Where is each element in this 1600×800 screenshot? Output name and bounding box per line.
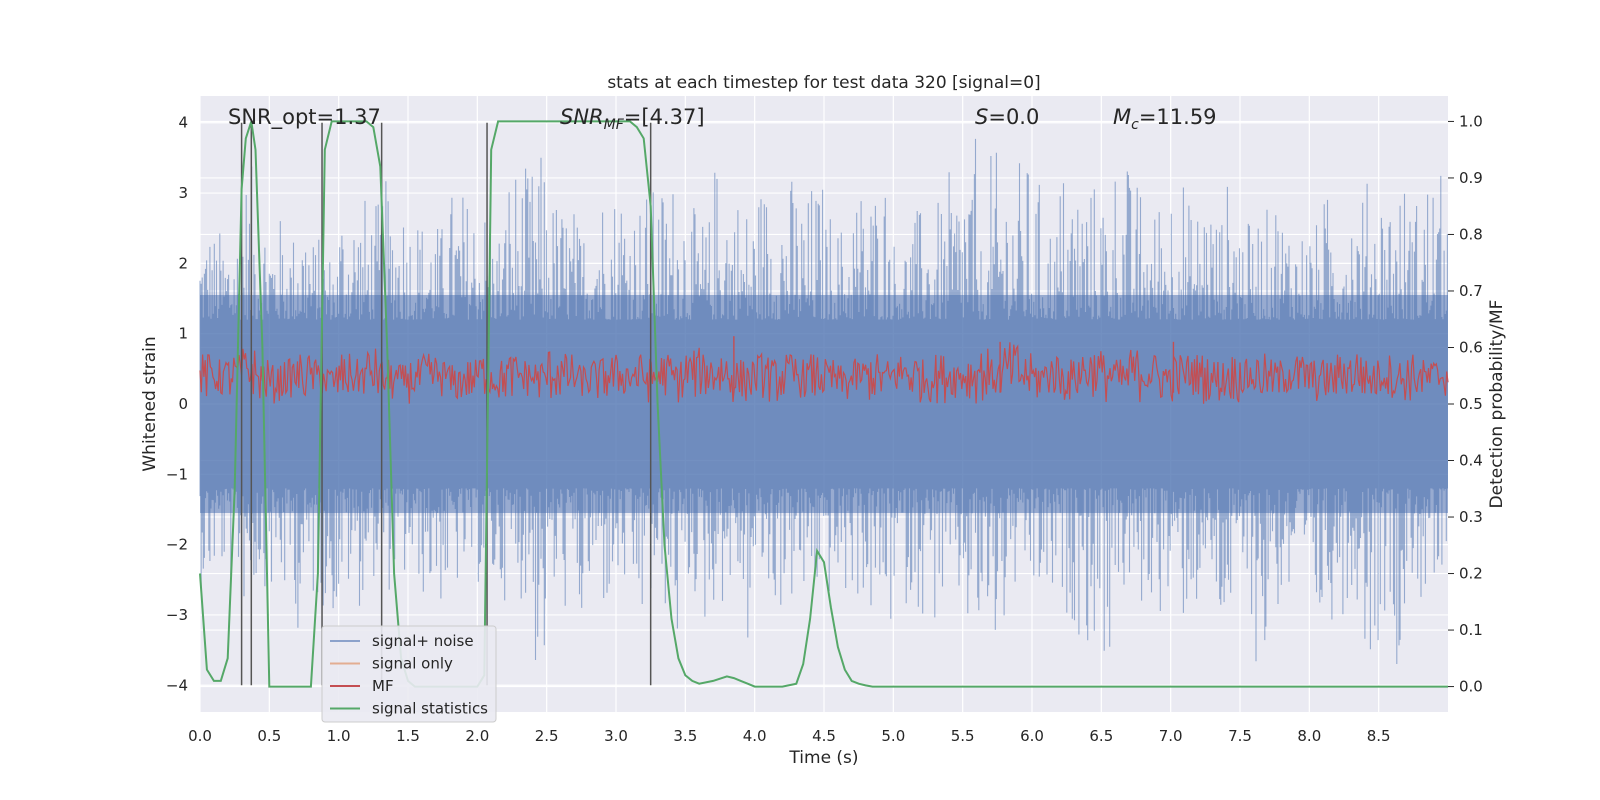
signal-statistics-line — [199, 120, 1448, 688]
x-tick-label: 6.5 — [1089, 727, 1113, 745]
y-tick-label: 0 — [178, 395, 188, 413]
signal-statistics-series — [199, 120, 1448, 688]
x-tick-label: 6.0 — [1020, 727, 1044, 745]
legend: signal+ noise signal only MF signal statist… — [321, 625, 497, 723]
y-tick-label: −2 — [166, 536, 188, 554]
y2-tick-label: 0.8 — [1459, 225, 1483, 243]
x-tick-label: 4.0 — [743, 727, 767, 745]
y2-tick-label: 0.1 — [1459, 621, 1483, 639]
y2-tick-label: 0.7 — [1459, 282, 1483, 300]
y2-tick-label: 0.5 — [1459, 395, 1483, 413]
chart-title: stats at each timestep for test data 320… — [607, 73, 1040, 93]
x-tick-label: 0.5 — [257, 727, 281, 745]
x-tick-label: 1.0 — [327, 727, 351, 745]
y2-tick-label: 1.0 — [1459, 112, 1483, 130]
annotation-snr-mf: SNRMF=[4.37] — [560, 105, 705, 133]
y-tick-label: 2 — [178, 254, 188, 272]
y2-tick-label: 0.6 — [1459, 338, 1483, 356]
legend-label: signal+ noise — [372, 632, 474, 650]
y2-axis-label: Detection probability/MF — [1487, 300, 1507, 509]
x-tick-label: 8.5 — [1367, 727, 1391, 745]
x-tick-label: 7.5 — [1228, 727, 1252, 745]
x-tick-labels: 0.0 0.5 1.0 1.5 2.0 2.5 3.0 3.5 4.0 4.5 5.0 5.5 6.0 6… — [188, 727, 1391, 745]
x-tick-label: 2.0 — [465, 727, 489, 745]
x-axis-label: Time (s) — [788, 748, 858, 768]
y-tick-label: −4 — [166, 676, 188, 694]
x-tick-label: 5.5 — [951, 727, 975, 745]
x-tick-label: 2.5 — [535, 727, 559, 745]
legend-box — [321, 625, 497, 723]
legend-label: signal only — [372, 655, 453, 673]
annotation-s: S=0.0 — [975, 105, 1039, 129]
y2-tick-label: 0.4 — [1459, 452, 1483, 470]
noise-series — [199, 138, 1448, 664]
legend-label: MF — [372, 677, 394, 695]
y-tick-label: 4 — [178, 114, 188, 132]
y2-tick-labels: 1.0 0.9 0.8 0.7 0.6 0.5 0.4 0.3 0.2 0.1 0.0 — [1448, 112, 1483, 696]
mf-line — [199, 342, 1449, 404]
y2-tick-label: 0.2 — [1459, 565, 1483, 583]
noise-core-band — [200, 295, 1448, 513]
y-axis-label: Whitened strain — [140, 336, 160, 471]
x-tick-label: 8.0 — [1297, 727, 1321, 745]
x-tick-label: 7.0 — [1159, 727, 1183, 745]
legend-label: signal statistics — [372, 700, 488, 718]
y-tick-label: 3 — [178, 184, 188, 202]
y2-tick-label: 0.0 — [1459, 678, 1483, 696]
y-tick-label: −3 — [166, 606, 188, 624]
y2-tick-label: 0.3 — [1459, 508, 1483, 526]
x-tick-label: 4.5 — [812, 727, 836, 745]
y-tick-label: 1 — [178, 325, 188, 343]
x-tick-label: 5.0 — [881, 727, 905, 745]
annotation-mc: Mc=11.59 — [1113, 105, 1217, 133]
y-tick-label: −1 — [166, 465, 188, 483]
x-tick-label: 3.5 — [673, 727, 697, 745]
y2-tick-label: 0.9 — [1459, 169, 1483, 187]
x-tick-label: 0.0 — [188, 727, 212, 745]
x-tick-label: 3.0 — [604, 727, 628, 745]
annotation-snr-opt: SNR_opt=1.37 — [228, 105, 381, 130]
y-tick-labels: 4 3 2 1 0 −1 −2 −3 −4 — [166, 114, 188, 695]
x-tick-label: 1.5 — [396, 727, 420, 745]
